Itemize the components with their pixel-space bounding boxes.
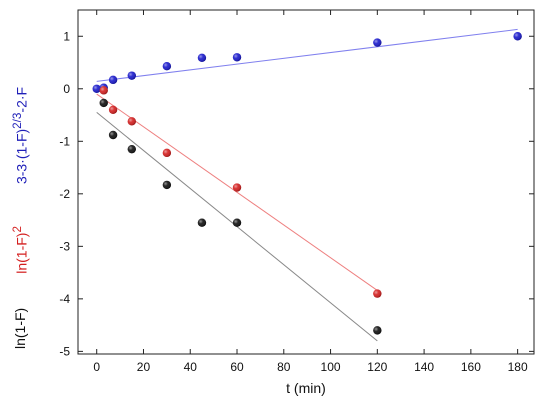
data-point-highlight [197,53,207,62]
x-tick-label: 20 [137,360,151,374]
fit-line [96,28,518,82]
data-point-highlight [127,71,136,80]
x-tick-label: 180 [508,360,528,374]
data-point-highlight [108,105,118,114]
y-tick-label: 1 [63,29,70,43]
x-tick-label: 160 [461,360,481,374]
data-point-highlight [127,144,136,154]
data-point-highlight [232,218,242,227]
data-point-highlight [513,32,522,41]
y-axis: -5 -4 -3 -2 -1 0 1 [59,29,534,358]
x-axis: 0 20 40 60 80 100 120 140 160 180 [93,10,528,374]
x-tick-label: 100 [321,360,341,374]
data-point-highlight [92,84,101,93]
y-axis-titles: ln(1-F) ln(1-F)2 3-3·(1-F)2/3-2·F [10,86,30,349]
plot-frame [77,9,535,355]
x-tick-label: 40 [184,360,198,374]
x-tick-label: 80 [277,360,291,374]
data-point-highlight [99,86,108,95]
data-point-highlight [373,289,382,298]
y-tick-label: 0 [63,82,70,96]
data-point-highlight [373,38,382,47]
x-tick-label: 120 [367,360,387,374]
data-point-highlight [197,218,207,227]
y-tick-label: -3 [59,239,70,253]
x-tick-label: 140 [414,360,434,374]
fit-line [96,93,378,291]
data-points [92,32,522,335]
y-axis-title-ln: ln(1-F) [12,307,28,349]
y-tick-label: -4 [59,292,70,306]
y-tick-label: -5 [59,344,70,358]
data-point-highlight [127,117,136,126]
x-tick-label: 60 [230,360,244,374]
data-point-highlight [108,75,118,85]
data-point-highlight [108,130,118,140]
data-point-highlight [232,183,242,192]
fit-lines [96,28,518,342]
y-tick-label: -2 [59,187,70,201]
data-point-highlight [162,148,172,158]
data-point-highlight [99,98,108,108]
data-point-highlight [162,61,172,71]
data-point-highlight [373,326,382,335]
x-tick-label: 0 [93,360,100,374]
y-tick-label: -1 [59,134,70,148]
data-point-highlight [232,53,242,62]
x-axis-title: t (min) [286,380,326,396]
y-axis-title-shrinking-core: 3-3·(1-F)2/3-2·F [10,86,30,185]
y-axis-title-ln-squared: ln(1-F)2 [10,226,30,274]
data-point-highlight [162,180,172,190]
